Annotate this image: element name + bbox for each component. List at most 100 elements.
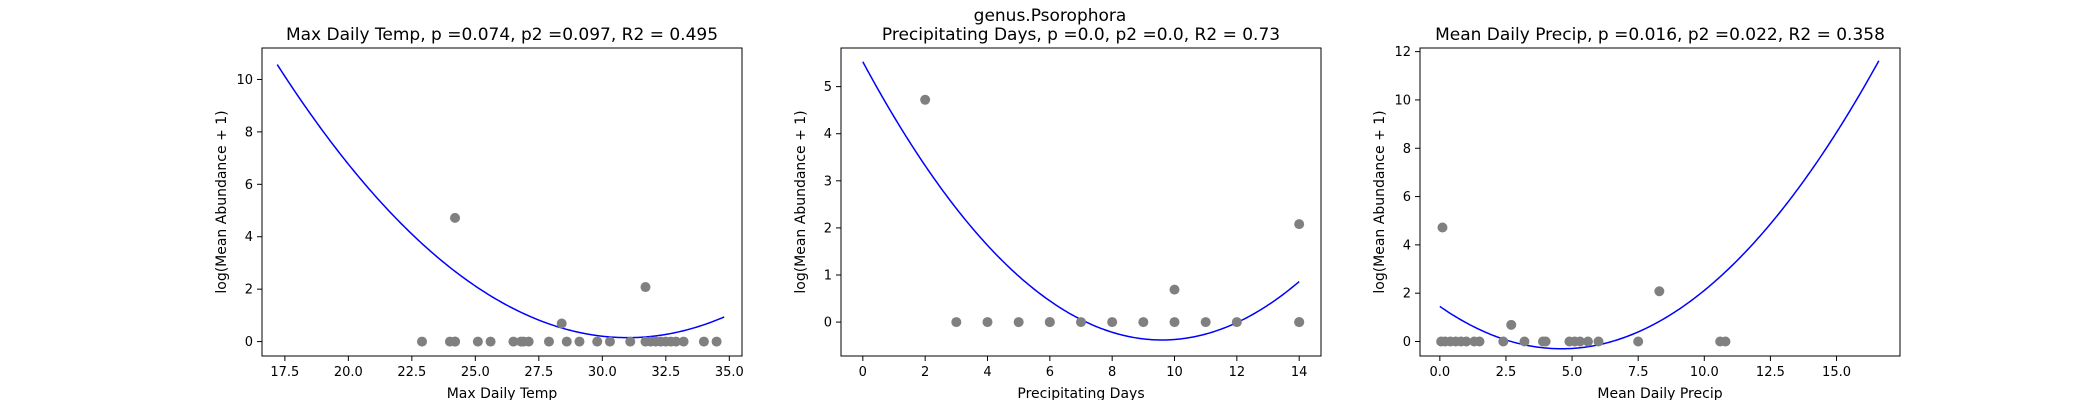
y-tick-label: 12 xyxy=(1394,45,1411,60)
x-tick-label: 22.5 xyxy=(397,365,426,380)
x-tick-label: 14 xyxy=(1291,365,1308,380)
x-tick-label: 2 xyxy=(921,365,929,380)
x-axis-label: Precipitating Days xyxy=(1017,386,1144,400)
data-point xyxy=(982,317,993,328)
data-point xyxy=(678,336,689,347)
data-point xyxy=(1461,336,1472,347)
data-point xyxy=(417,336,427,347)
subplot-title: Max Daily Temp, p =0.074, p2 =0.097, R2 … xyxy=(286,25,718,45)
y-tick-label: 0 xyxy=(824,316,832,331)
y-tick-label: 0 xyxy=(245,335,253,350)
y-tick-label: 4 xyxy=(1403,238,1411,253)
y-axis-label: log(Mean Abundance + 1) xyxy=(214,110,230,293)
y-tick-label: 3 xyxy=(824,174,832,189)
data-point xyxy=(1519,336,1530,347)
data-point xyxy=(1654,286,1665,297)
data-point xyxy=(574,336,585,347)
data-point xyxy=(450,212,461,223)
data-point xyxy=(450,336,461,347)
x-tick-label: 15.0 xyxy=(1822,365,1851,380)
x-tick-label: 17.5 xyxy=(270,365,299,380)
y-tick-label: 10 xyxy=(236,73,253,88)
data-point xyxy=(561,336,572,347)
data-point xyxy=(1169,284,1180,295)
data-point xyxy=(1437,222,1448,233)
fit-curve xyxy=(276,64,725,339)
x-tick-label: 12.5 xyxy=(1756,365,1785,380)
subplot-title: Mean Daily Precip, p =0.016, p2 =0.022, … xyxy=(1435,25,1885,45)
data-point xyxy=(920,94,931,105)
data-point xyxy=(1498,336,1509,347)
data-point xyxy=(1076,317,1086,328)
y-axis: 0 2 4 6 8 10 12 xyxy=(1394,45,1420,350)
data-point xyxy=(523,336,534,347)
x-tick-label: 6 xyxy=(1046,365,1054,380)
data-point xyxy=(592,336,603,347)
x-tick-label: 25.0 xyxy=(461,365,490,380)
x-axis: 0.0 2.5 5.0 7.5 10.0 12.5 15.0 xyxy=(1429,356,1851,380)
x-tick-label: 20.0 xyxy=(334,365,363,380)
data-point xyxy=(1107,317,1118,328)
scatter-points xyxy=(1436,222,1731,347)
plot-frame xyxy=(261,47,743,357)
fit-curve xyxy=(1439,60,1880,350)
data-point xyxy=(670,336,681,347)
x-tick-label: 8 xyxy=(1108,365,1116,380)
data-point xyxy=(508,336,519,347)
subplot-2: Precipitating Days, p =0.0, p2 =0.0, R2 … xyxy=(793,25,1322,400)
x-tick-label: 10 xyxy=(1166,365,1183,380)
y-tick-label: 8 xyxy=(1403,142,1411,157)
y-tick-label: 10 xyxy=(1394,93,1411,108)
plot-frame xyxy=(1419,47,1901,357)
y-tick-label: 2 xyxy=(824,221,832,236)
subplot-1: Max Daily Temp, p =0.074, p2 =0.097, R2 … xyxy=(214,25,744,400)
data-point xyxy=(1294,317,1305,328)
x-tick-label: 12 xyxy=(1229,365,1246,380)
x-tick-label: 5.0 xyxy=(1562,365,1583,380)
x-tick-label: 10.0 xyxy=(1690,365,1719,380)
y-axis-label: log(Mean Abundance + 1) xyxy=(793,110,809,293)
x-tick-label: 4 xyxy=(983,365,991,380)
subplot-3: Mean Daily Precip, p =0.016, p2 =0.022, … xyxy=(1372,25,1901,400)
data-point xyxy=(472,336,483,347)
plot-frame xyxy=(840,47,1322,357)
x-axis: 0 2 4 6 8 10 12 14 xyxy=(859,356,1308,380)
data-point xyxy=(1582,336,1593,347)
y-axis: 0 1 2 3 4 5 xyxy=(824,80,841,331)
x-tick-label: 32.5 xyxy=(651,365,680,380)
data-point xyxy=(1013,317,1024,328)
data-point xyxy=(1169,317,1180,328)
scatter-points xyxy=(417,212,722,347)
scatter-points xyxy=(920,94,1305,328)
data-point xyxy=(1575,336,1585,347)
x-tick-label: 30.0 xyxy=(588,365,617,380)
data-point xyxy=(1044,317,1055,328)
data-point xyxy=(1138,317,1149,328)
data-point xyxy=(1294,219,1305,230)
y-tick-label: 2 xyxy=(1403,287,1411,302)
figure-suptitle: genus.Psorophora xyxy=(974,6,1127,26)
x-axis: 17.5 20.0 22.5 25.0 27.5 30.0 32.5 35.0 xyxy=(270,356,744,380)
data-point xyxy=(625,336,636,347)
data-point xyxy=(1593,336,1604,347)
y-tick-label: 4 xyxy=(245,230,253,245)
data-point xyxy=(556,318,567,329)
x-axis-label: Mean Daily Precip xyxy=(1597,386,1722,400)
x-tick-label: 35.0 xyxy=(715,365,744,380)
data-point xyxy=(1633,336,1644,347)
x-tick-label: 7.5 xyxy=(1628,365,1649,380)
x-tick-label: 2.5 xyxy=(1496,365,1517,380)
data-point xyxy=(485,336,496,347)
y-axis: 0 2 4 6 8 10 xyxy=(236,73,262,350)
data-point xyxy=(543,336,554,347)
y-tick-label: 0 xyxy=(1403,335,1411,350)
x-tick-label: 27.5 xyxy=(524,365,553,380)
data-point xyxy=(1474,336,1485,347)
data-point xyxy=(1231,317,1242,328)
data-point xyxy=(951,317,962,328)
panels: Max Daily Temp, p =0.074, p2 =0.097, R2 … xyxy=(214,25,1901,400)
data-point xyxy=(1506,319,1517,330)
data-point xyxy=(1720,336,1731,347)
